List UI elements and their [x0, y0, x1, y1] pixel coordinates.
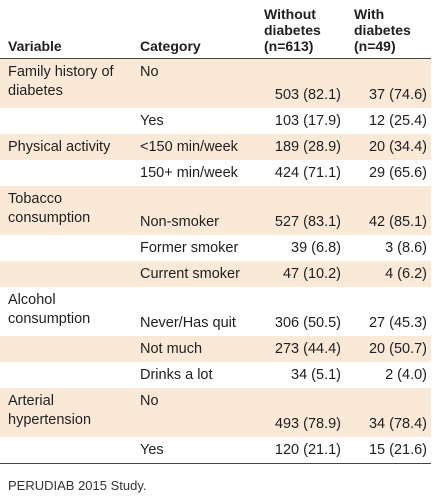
without-diabetes-cell: 189 (28.9) [257, 134, 347, 160]
without-diabetes-cell: 120 (21.1) [257, 437, 347, 464]
category-cell: Former smoker [140, 240, 239, 256]
without-diabetes-cell: 493 (78.9) [257, 388, 347, 437]
variable-cell: Family history of diabetes [0, 58, 134, 108]
table-row: Family history of diabetes No 503 (82.1)… [0, 58, 431, 108]
table-row: Yes 120 (21.1) 15 (21.6) [0, 437, 431, 464]
table-row: Former smoker 39 (6.8) 3 (8.6) [0, 235, 431, 261]
category-cell: Drinks a lot [140, 367, 213, 383]
header-without-line-2: diabetes [264, 22, 321, 38]
category-cell: No [134, 58, 257, 108]
table-row: Physical activity <150 min/week 189 (28.… [0, 134, 431, 160]
variable-cell [0, 108, 134, 134]
with-diabetes-cell: 27 (45.3) [368, 315, 427, 331]
category-cell: Yes [134, 437, 257, 464]
table-row: Not much 273 (44.4) 20 (50.7) [0, 336, 431, 362]
table-row: Yes 103 (17.9) 12 (25.4) [0, 108, 431, 134]
variable-cell [0, 362, 134, 388]
table-row: Alcohol consumption Never/Has quit 306 (… [0, 287, 431, 336]
with-diabetes-cell: 29 (65.6) [368, 165, 427, 181]
table-row: Tobacco consumption Non-smoker 527 (83.1… [0, 186, 431, 235]
category-cell: Current smoker [134, 261, 257, 287]
header-with-line-2: diabetes [354, 22, 411, 38]
table-row: 150+ min/week 424 (71.1) 29 (65.6) [0, 160, 431, 186]
with-diabetes-cell: 20 (50.7) [347, 336, 431, 362]
header-without-line-3: (n=613) [264, 38, 314, 54]
without-diabetes-cell: 306 (50.5) [274, 315, 341, 331]
category-cell: No [134, 388, 257, 437]
with-diabetes-cell: 12 (25.4) [368, 113, 427, 129]
header-without-diabetes: Without diabetes (n=613) [257, 6, 347, 59]
without-diabetes-cell: 527 (83.1) [257, 186, 347, 235]
with-diabetes-cell: 42 (85.1) [347, 186, 431, 235]
category-cell: Non-smoker [134, 186, 257, 235]
header-with-line-3: (n=49) [354, 38, 396, 54]
with-diabetes-cell: 37 (74.6) [347, 58, 431, 108]
with-diabetes-cell: 20 (34.4) [347, 134, 431, 160]
with-diabetes-cell: 3 (8.6) [385, 240, 427, 256]
header-without-line-1: Without [264, 6, 316, 22]
category-cell: 150+ min/week [140, 165, 238, 181]
variable-cell [0, 160, 134, 186]
variable-cell [0, 261, 134, 287]
header-category: Category [134, 6, 257, 59]
with-diabetes-cell: 34 (78.4) [347, 388, 431, 437]
header-with-diabetes: With diabetes (n=49) [347, 6, 431, 59]
without-diabetes-cell: 503 (82.1) [257, 58, 347, 108]
variable-cell: Alcohol consumption [8, 292, 91, 327]
without-diabetes-cell: 424 (71.1) [274, 165, 341, 181]
variable-cell: Tobacco consumption [0, 186, 134, 235]
variable-cell [0, 437, 134, 464]
category-cell: <150 min/week [134, 134, 257, 160]
table-row: Arterial hypertension No 493 (78.9) 34 (… [0, 388, 431, 437]
with-diabetes-cell: 2 (4.0) [385, 367, 427, 383]
table-header-row: Variable Category Without diabetes (n=61… [0, 6, 431, 59]
without-diabetes-cell: 39 (6.8) [291, 240, 341, 256]
without-diabetes-cell: 273 (44.4) [257, 336, 347, 362]
header-with-line-1: With [354, 6, 385, 22]
category-cell: Never/Has quit [140, 315, 236, 331]
header-variable: Variable [0, 6, 134, 59]
table-row: Current smoker 47 (10.2) 4 (6.2) [0, 261, 431, 287]
variable-cell: Arterial hypertension [0, 388, 134, 437]
variable-cell [0, 235, 134, 261]
data-table: Variable Category Without diabetes (n=61… [0, 6, 431, 464]
table-footnote: PERUDIAB 2015 Study. [8, 478, 147, 493]
with-diabetes-cell: 15 (21.6) [347, 437, 431, 464]
category-cell: Yes [140, 113, 164, 129]
without-diabetes-cell: 103 (17.9) [274, 113, 341, 129]
without-diabetes-cell: 34 (5.1) [291, 367, 341, 383]
table-row: Drinks a lot 34 (5.1) 2 (4.0) [0, 362, 431, 388]
variable-cell: Physical activity [0, 134, 134, 160]
variable-cell [0, 336, 134, 362]
with-diabetes-cell: 4 (6.2) [347, 261, 431, 287]
category-cell: Not much [134, 336, 257, 362]
without-diabetes-cell: 47 (10.2) [257, 261, 347, 287]
